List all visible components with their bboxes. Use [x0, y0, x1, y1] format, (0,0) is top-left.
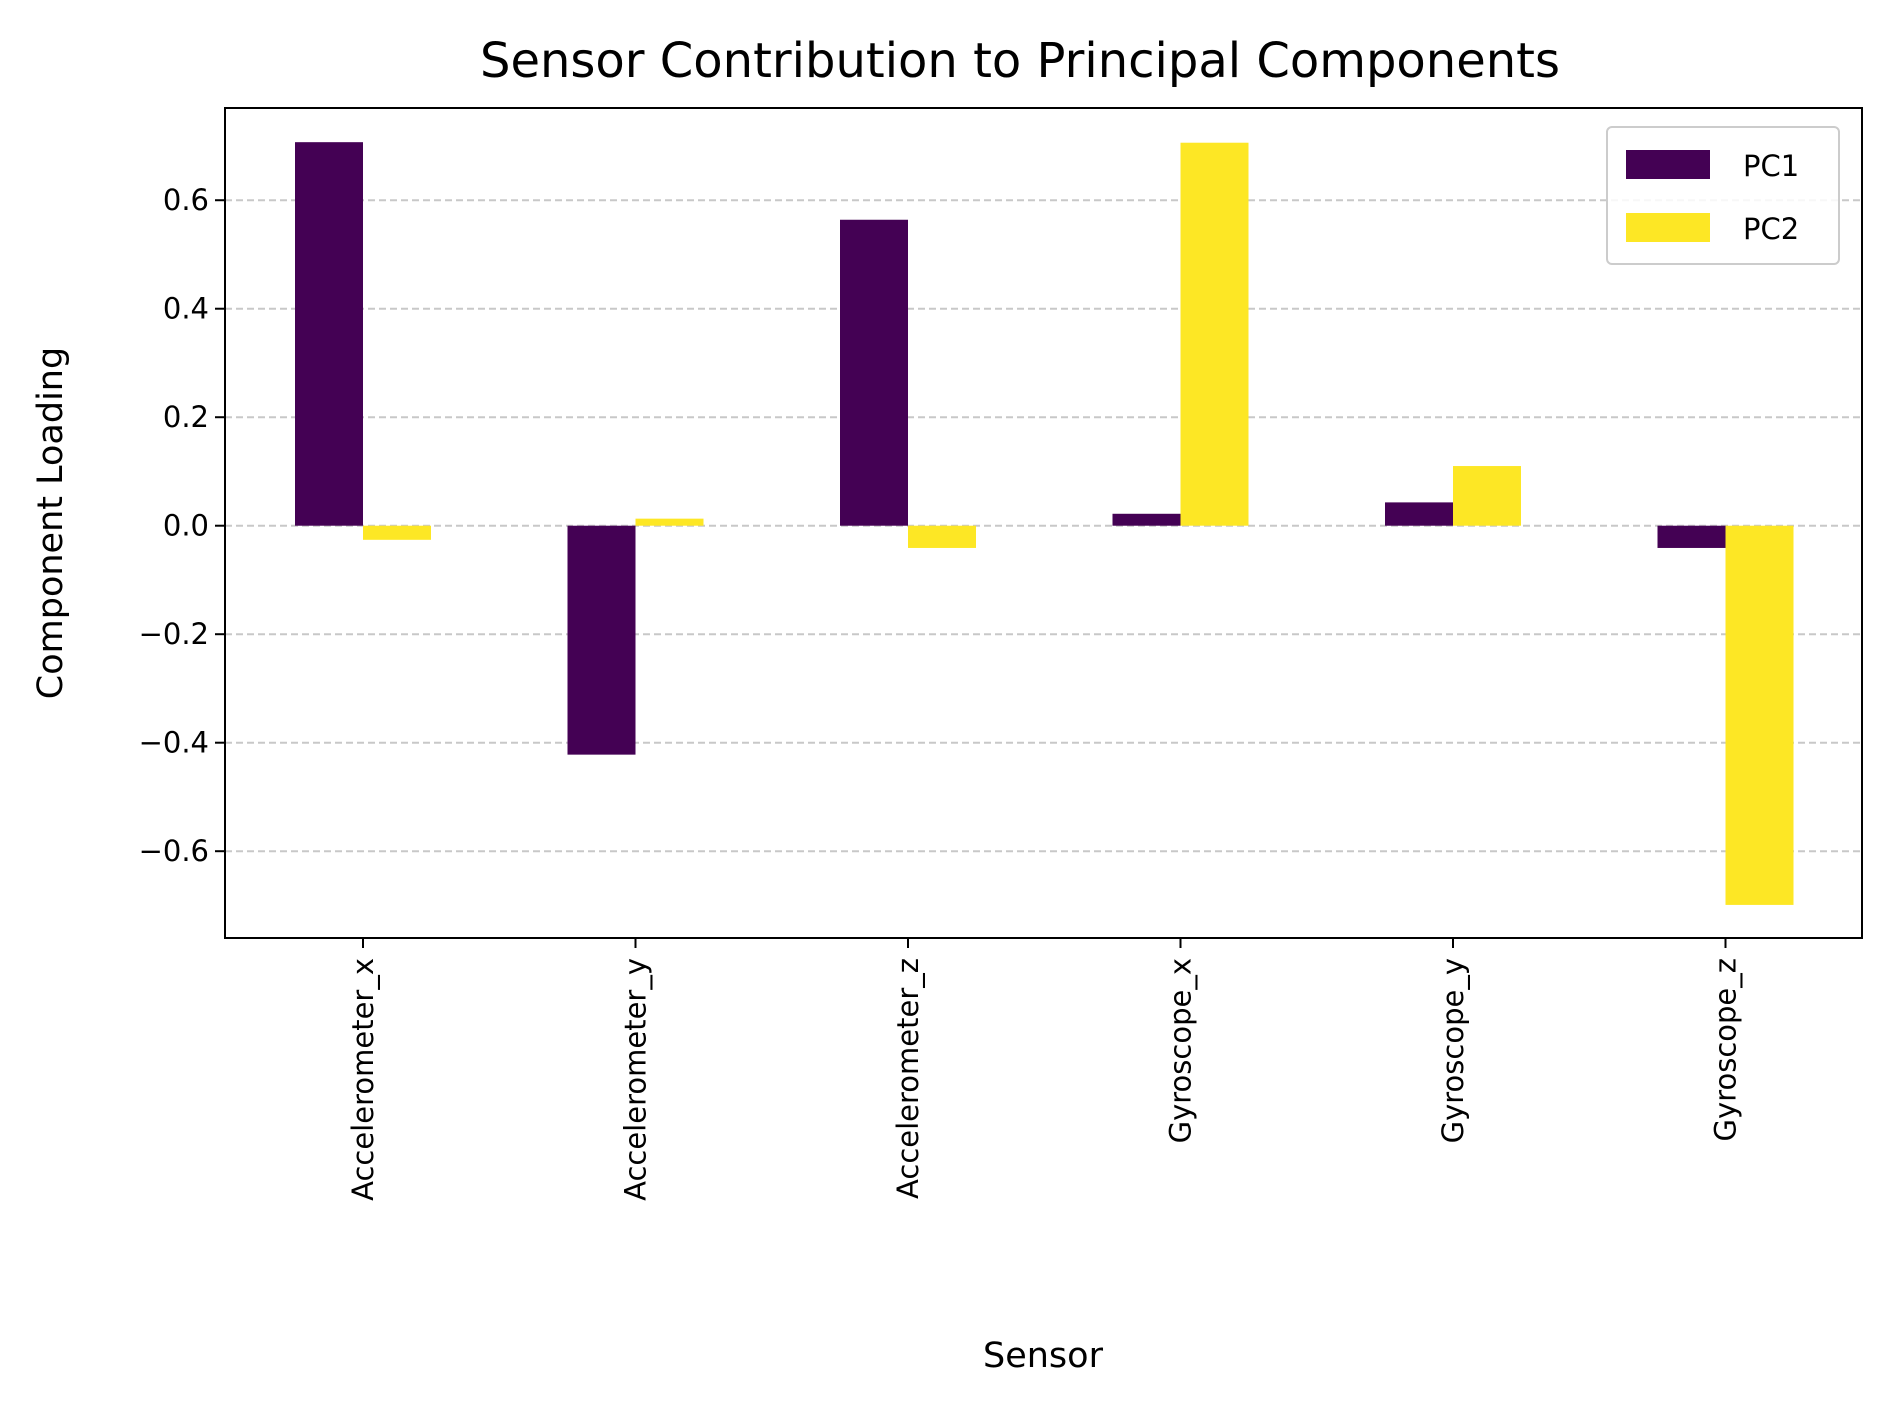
gridlines — [225, 199, 1862, 853]
legend-swatch-pc1 — [1626, 150, 1710, 179]
y-tick-label: 0.2 — [163, 400, 209, 434]
x-tick-label: Gyroscope_y — [1436, 958, 1470, 1143]
bars — [295, 142, 1794, 905]
bar-pc2-gyroscope_y — [1453, 466, 1521, 526]
x-axis: Accelerometer_x Accelerometer_y Accelerome… — [346, 938, 1743, 1201]
y-tick-label: 0.4 — [163, 292, 209, 326]
x-axis-label: Sensor — [983, 1336, 1104, 1376]
bar-pc1-accelerometer_z — [840, 219, 908, 526]
x-tick-label: Accelerometer_z — [891, 958, 925, 1199]
bar-pc1-accelerometer_y — [567, 525, 636, 755]
legend-label-pc1: PC1 — [1743, 149, 1799, 183]
plot-frame — [224, 107, 1863, 939]
y-axis: −0.6 −0.4 −0.2 0.0 0.2 0.4 0.6 — [139, 183, 225, 868]
y-tick-label: 0.0 — [163, 509, 209, 543]
y-tick-label: 0.6 — [163, 183, 209, 217]
bar-pc1-gyroscope_z — [1657, 525, 1726, 548]
y-tick-label: −0.2 — [139, 617, 209, 651]
x-tick-label: Accelerometer_y — [619, 958, 653, 1201]
bar-pc2-accelerometer_z — [908, 525, 976, 548]
bar-pc2-gyroscope_x — [1180, 142, 1249, 526]
bar-pc1-gyroscope_x — [1112, 513, 1181, 526]
x-tick-label: Gyroscope_x — [1164, 958, 1198, 1143]
legend-frame — [1606, 126, 1840, 265]
x-tick-label: Gyroscope_z — [1709, 958, 1743, 1141]
y-tick-label: −0.4 — [139, 726, 209, 760]
y-axis-label: Component Loading — [31, 347, 71, 699]
x-tick-label: Accelerometer_x — [346, 958, 380, 1201]
bar-pc2-accelerometer_y — [635, 518, 704, 526]
bar-pc1-gyroscope_y — [1385, 502, 1453, 526]
bar-pc2-gyroscope_z — [1725, 525, 1794, 905]
bar-pc1-accelerometer_x — [295, 142, 363, 526]
legend: PC1 PC2 — [1606, 126, 1840, 265]
legend-label-pc2: PC2 — [1743, 212, 1799, 246]
bar-pc2-accelerometer_x — [363, 525, 431, 540]
legend-swatch-pc2 — [1626, 213, 1710, 242]
y-tick-label: −0.6 — [139, 834, 209, 868]
chart-title: Sensor Contribution to Principal Compone… — [480, 33, 1560, 89]
